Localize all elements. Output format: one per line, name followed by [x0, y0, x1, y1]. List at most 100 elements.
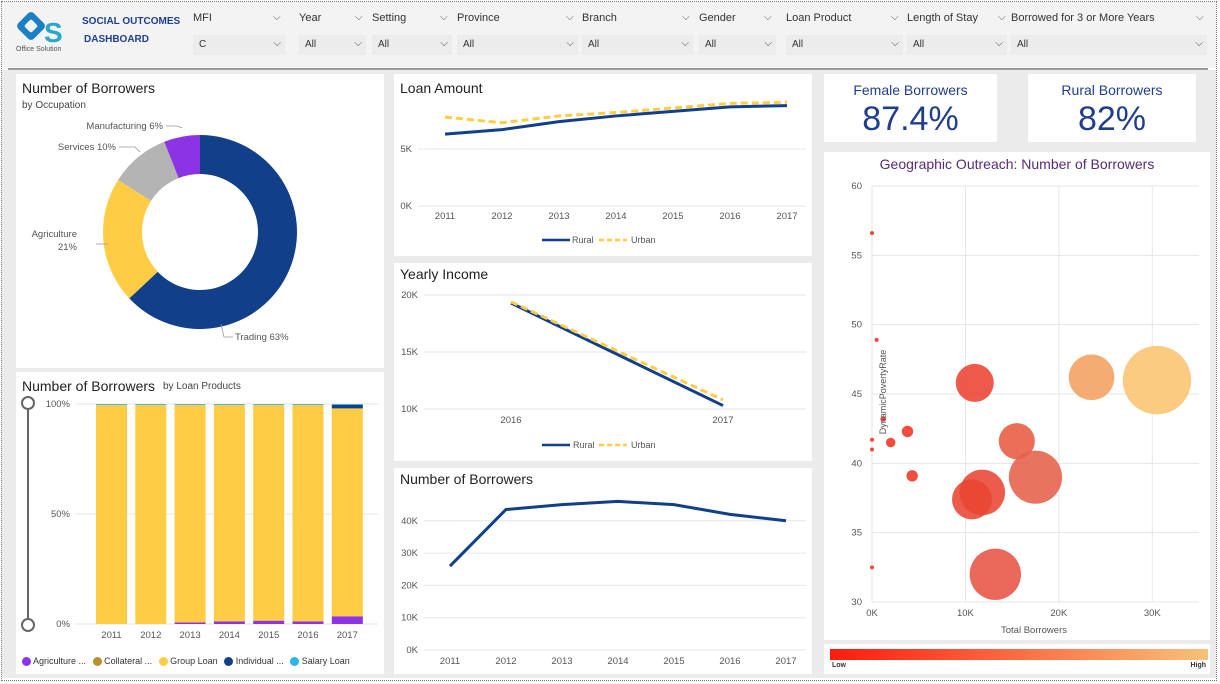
bar-segment-agriculture[interactable] — [174, 622, 206, 624]
bubble-point[interactable] — [901, 425, 914, 438]
bar-segment-group-loan[interactable] — [213, 404, 245, 622]
chevron-down-icon[interactable]: ⌵ — [273, 12, 281, 23]
filter-label-mfi: MFI — [193, 12, 212, 24]
x-tick-label: 2016 — [719, 656, 740, 667]
bar-segment-group-loan[interactable] — [135, 404, 167, 624]
female-borrowers-card[interactable]: Female Borrowers 87.4% — [824, 74, 997, 142]
bubble-point[interactable] — [969, 548, 1021, 600]
filter-label-year: Year — [299, 12, 322, 24]
yearly-income-panel[interactable]: Yearly Income 20K 15K 10K 2016 2017 Rura… — [394, 263, 812, 461]
chevron-down-icon[interactable]: ⌵ — [682, 12, 690, 23]
bar-segment-group-loan[interactable] — [292, 404, 324, 622]
chevron-down-icon[interactable]: ⌵ — [998, 12, 1006, 23]
legend-item-group-loan[interactable]: Group Loan — [158, 656, 218, 667]
bar-segment-salary-loan[interactable] — [331, 404, 363, 405]
female-borrowers-label: Female Borrowers — [853, 82, 968, 98]
dashboard-title-line2: DASHBOARD — [84, 34, 149, 45]
y-tick-label: 10K — [401, 613, 419, 624]
bar-segment-individual[interactable] — [331, 404, 363, 409]
filter-select-year[interactable]: All ⌵ — [299, 35, 366, 55]
bubble-point[interactable] — [870, 565, 874, 570]
filter-select-length-of-stay[interactable]: All ⌵ — [907, 35, 1007, 55]
geographic-outreach-panel[interactable]: Geographic Outreach: Number of Borrowers… — [824, 152, 1210, 640]
chevron-down-icon: ⌵ — [764, 38, 772, 49]
legend-item-agriculture[interactable]: Agriculture ... — [22, 656, 86, 667]
bar-segment-salary-loan[interactable] — [174, 404, 206, 405]
filter-select-setting[interactable]: All ⌵ — [372, 35, 452, 55]
filter-select-loan-product[interactable]: All ⌵ — [786, 35, 903, 55]
donut-slice-services[interactable] — [118, 141, 179, 201]
borrowers-trend-title: Number of Borrowers — [400, 471, 534, 487]
legend-item-collateral[interactable]: Collateral ... — [92, 656, 153, 667]
bubble-point[interactable] — [1068, 354, 1115, 401]
chevron-down-icon[interactable]: ⌵ — [566, 12, 574, 23]
filter-select-mfi[interactable]: C ⌵ — [193, 35, 285, 55]
loan-amount-panel[interactable]: Loan Amount 5K 0K 2011 2012 2013 2014 2015 20… — [394, 74, 812, 256]
y-tick-label: 0K — [400, 201, 412, 212]
bubble-point[interactable] — [955, 363, 994, 402]
y-tick-label: 35 — [851, 528, 862, 539]
y-tick-label: 40K — [401, 516, 419, 527]
filter-select-gender[interactable]: All ⌵ — [699, 35, 776, 55]
loan-products-panel[interactable]: Number of Borrowers by Loan Products 100… — [16, 372, 384, 674]
bar-segment-salary-loan[interactable] — [292, 404, 324, 405]
chevron-down-icon[interactable]: ⌵ — [440, 12, 448, 23]
legend-label: Individual ... — [235, 656, 284, 666]
bubble-point[interactable] — [1122, 345, 1192, 415]
borrowers-trend-panel[interactable]: Number of Borrowers 40K 30K 20K 10K 0K 2011 2… — [394, 468, 812, 674]
legend-item-salary-loan[interactable]: Salary Loan — [290, 656, 350, 667]
bar-segment-agriculture[interactable] — [292, 621, 324, 624]
slider-handle-bottom[interactable] — [21, 618, 35, 632]
x-tick-label: 2015 — [258, 630, 279, 641]
bubble-point[interactable] — [952, 479, 992, 520]
color-scale-low-label: Low — [832, 662, 846, 669]
line-rural[interactable] — [510, 301, 724, 407]
donut-slice-trading[interactable] — [129, 135, 297, 329]
donut-slice-agriculture[interactable] — [103, 180, 158, 299]
donut-slice-manufacturing[interactable] — [164, 135, 200, 179]
chevron-down-icon[interactable]: ⌵ — [891, 12, 899, 23]
bubble-point[interactable] — [870, 437, 874, 442]
bubble-point[interactable] — [870, 447, 874, 452]
filter-select-province[interactable]: All ⌵ — [457, 35, 578, 55]
legend-item-individual[interactable]: Individual ... — [224, 656, 284, 667]
chevron-down-icon[interactable]: ⌵ — [355, 12, 363, 23]
x-tick-label: 20K — [1050, 608, 1068, 619]
bubble-point[interactable] — [885, 437, 896, 448]
bar-segment-salary-loan[interactable] — [135, 404, 167, 405]
header-divider — [8, 68, 1208, 70]
company-logo: S — [17, 12, 63, 48]
filter-select-branch[interactable]: All ⌵ — [582, 35, 693, 55]
chevron-down-icon[interactable]: ⌵ — [764, 12, 772, 23]
filter-select-borrowed-3-years[interactable]: All ⌵ — [1011, 35, 1207, 55]
x-tick-label: 2013 — [180, 630, 201, 641]
slider-handle-top[interactable] — [21, 396, 35, 410]
line-borrowers[interactable] — [448, 499, 787, 568]
bubble-point[interactable] — [1008, 450, 1063, 504]
bubble-point[interactable] — [870, 231, 874, 236]
legend-label: Collateral ... — [104, 656, 153, 666]
line-urban[interactable] — [444, 100, 788, 125]
bar-segment-agriculture[interactable] — [213, 621, 245, 624]
bar-segment-group-loan[interactable] — [253, 404, 285, 621]
line-urban[interactable] — [510, 300, 724, 402]
bar-segment-group-loan[interactable] — [331, 408, 363, 617]
bubble-point[interactable] — [998, 423, 1035, 460]
bubble-point[interactable] — [874, 337, 879, 342]
bar-segment-agriculture[interactable] — [331, 616, 363, 624]
filter-bar: S Office Solution SOCIAL OUTCOMES DASHBO… — [2, 2, 1216, 68]
bar-segment-salary-loan[interactable] — [253, 404, 285, 405]
occupation-donut-panel[interactable]: Number of Borrowers by Occupation Manufa… — [16, 74, 384, 368]
bar-segment-group-loan[interactable] — [96, 404, 127, 624]
bubble-point[interactable] — [880, 416, 887, 422]
bar-segment-group-loan[interactable] — [174, 404, 206, 623]
filter-label-setting: Setting — [372, 12, 407, 24]
rural-borrowers-card[interactable]: Rural Borrowers 82% — [1028, 74, 1196, 142]
filter-value-length-of-stay: All — [913, 39, 925, 50]
line-rural[interactable] — [444, 104, 788, 136]
chevron-down-icon[interactable]: ⌵ — [1196, 12, 1204, 23]
bar-segment-salary-loan[interactable] — [96, 404, 127, 405]
bubble-point[interactable] — [906, 470, 918, 482]
bar-segment-agriculture[interactable] — [253, 620, 285, 624]
bar-segment-salary-loan[interactable] — [213, 404, 245, 405]
